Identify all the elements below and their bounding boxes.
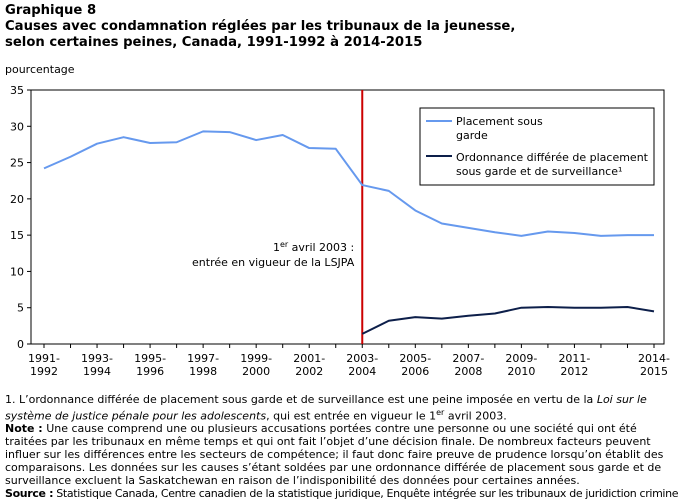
footnote-1: 1. L’ordonnance différée de placement so… [5,393,647,423]
legend-label: sous garde et de surveillance¹ [456,165,622,178]
chart-title-line1: Causes avec condamnation réglées par les… [5,19,516,34]
x-tick-label: 2015 [640,365,668,378]
y-tick-label: 15 [10,229,24,242]
x-tick-label: 1994 [83,365,111,378]
x-tick-label: 2007- [452,352,484,365]
x-tick-label: 2003- [346,352,378,365]
x-tick-label: 2002 [295,365,323,378]
chart-title-line2: selon certaines peines, Canada, 1991-199… [5,35,423,50]
x-tick-label: 2014- [638,352,670,365]
x-tick-label: 1996 [136,365,164,378]
x-tick-label: 2009- [505,352,537,365]
y-tick-label: 10 [10,265,24,278]
legend-label: garde [456,129,488,142]
x-tick-label: 1993- [81,352,113,365]
line-chart: pourcentage 0 5 10 15 20 25 30 35 1991-1992 1993-… [5,63,670,378]
y-axis-label: pourcentage [5,63,75,76]
x-tick-label: 2012 [560,365,588,378]
legend-label: Ordonnance différée de placement [456,151,649,164]
x-tick-label: 1999- [240,352,272,365]
y-tick-label: 0 [17,338,24,351]
title-block: Graphique 8 Causes avec condamnation rég… [5,3,673,51]
x-tick-label: 1997- [187,352,219,365]
legend-label: Placement sous [456,115,543,128]
x-tick-label: 2008 [454,365,482,378]
x-tick-label: 1998 [189,365,217,378]
series-line-1 [43,130,654,237]
y-tick-label: 5 [17,302,24,315]
source-line: Source : Statistique Canada, Centre cana… [5,487,678,500]
annotation-text-line1: 1er avril 2003 : [273,240,354,254]
x-tick-label: 2005- [399,352,431,365]
y-tick-label: 30 [10,120,24,133]
series-line-2 [361,305,655,335]
y-tick-label: 20 [10,193,24,206]
plot-frame [30,89,665,345]
x-tick-label: 2000 [242,365,270,378]
y-tick-label: 35 [10,84,24,97]
graph-label: Graphique 8 [5,3,97,18]
footnotes: 1. L’ordonnance différée de placement so… [5,393,678,501]
x-tick-label: 1992 [30,365,58,378]
x-tick-label: 2001- [293,352,325,365]
x-tick-label: 2010 [507,365,535,378]
x-tick-label: 2006 [401,365,429,378]
legend-box [419,107,655,186]
annotation-text-line2: entrée en vigueur de la LSJPA [192,256,355,269]
x-tick-label: 1995- [134,352,166,365]
x-tick-label: 1991- [28,352,60,365]
note-paragraph: Note : Une cause comprend une ou plusieu… [5,422,664,488]
x-tick-label: 2004 [348,365,376,378]
x-tick-label: 2011- [558,352,590,365]
y-tick-label: 25 [10,157,24,170]
